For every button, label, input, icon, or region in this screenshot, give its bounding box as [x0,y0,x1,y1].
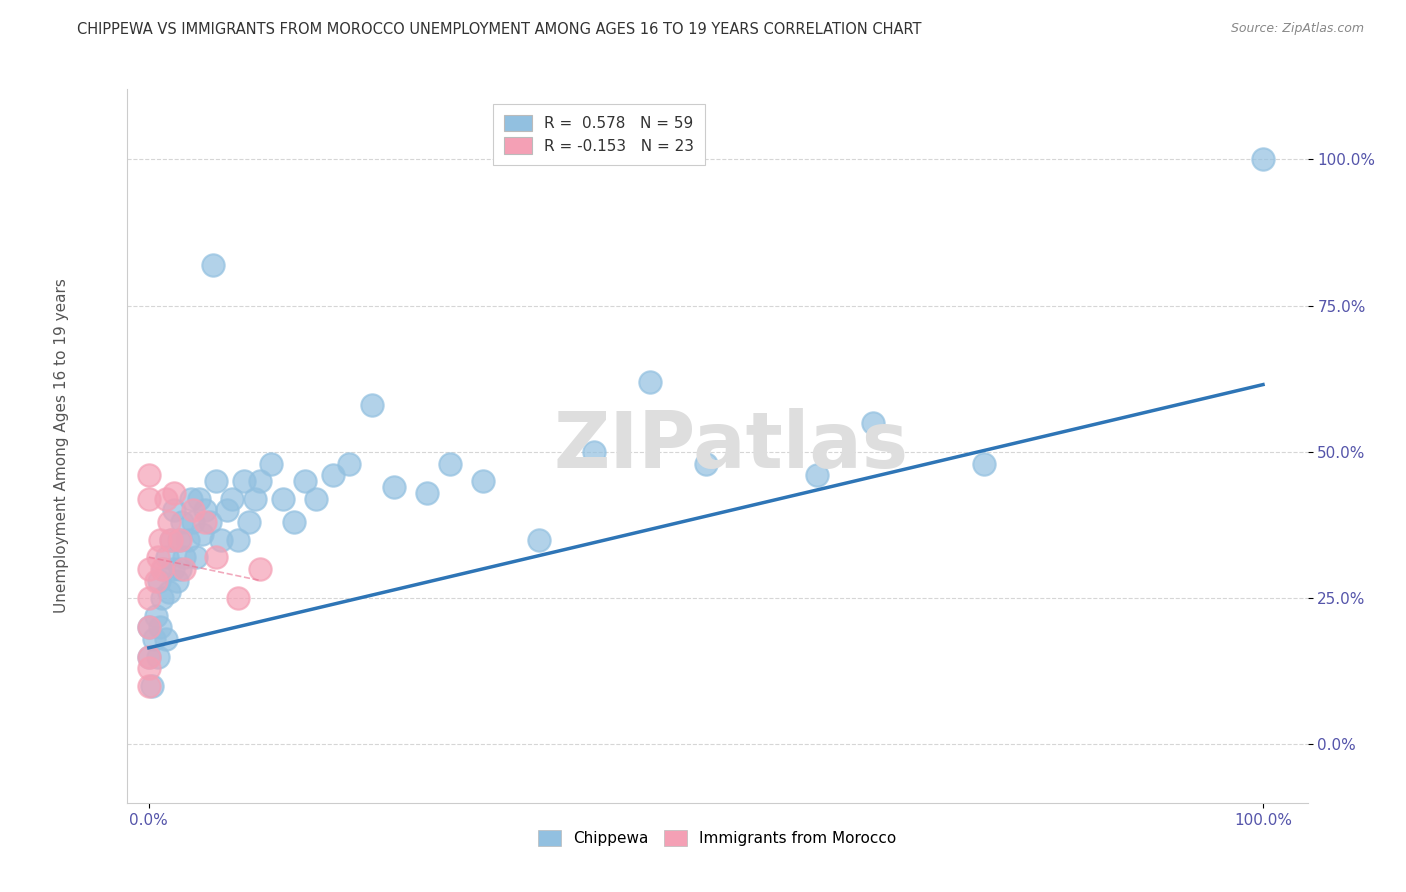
Point [226,591,249,605]
Point [150,562,173,576]
Point [163,503,186,517]
Point [167,533,190,547]
Text: Source: ZipAtlas.com: Source: ZipAtlas.com [1230,22,1364,36]
Point [138,679,160,693]
Point [138,649,160,664]
Point [138,661,160,675]
Point [149,533,172,547]
Point [169,562,191,576]
Point [156,550,179,565]
Point [191,526,214,541]
Point [145,608,167,623]
Point [138,468,160,483]
Point [184,550,207,565]
Point [183,515,205,529]
Point [146,649,169,664]
Point [157,515,180,529]
Point [1251,153,1274,167]
Point [382,480,405,494]
Point [238,515,260,529]
Point [249,562,271,576]
Point [155,632,177,646]
Point [226,533,249,547]
Point [322,468,344,483]
Point [138,620,160,634]
Point [160,533,183,547]
Point [193,503,215,517]
Point [177,533,200,547]
Point [695,457,717,471]
Point [416,485,439,500]
Point [166,574,188,588]
Point [360,398,382,412]
Point [155,491,177,506]
Point [527,533,550,547]
Point [148,574,170,588]
Point [138,562,160,576]
Point [173,550,195,565]
Point [146,550,169,565]
Text: Unemployment Among Ages 16 to 19 years: Unemployment Among Ages 16 to 19 years [53,278,69,614]
Point [138,591,160,605]
Point [583,445,606,459]
Point [337,457,360,471]
Point [143,632,166,646]
Point [260,457,283,471]
Point [283,515,305,529]
Point [138,491,160,506]
Point [149,620,172,634]
Point [172,515,194,529]
Point [204,474,226,488]
Point [173,562,195,576]
Point [163,485,186,500]
Point [249,474,271,488]
Point [209,533,232,547]
Point [638,375,661,389]
Point [188,491,211,506]
Point [152,562,174,576]
Point [162,562,184,576]
Point [271,491,294,506]
Point [160,533,183,547]
Point [198,515,221,529]
Point [202,258,225,272]
Point [294,474,316,488]
Point [243,491,266,506]
Point [169,533,191,547]
Point [862,416,884,430]
Point [141,679,163,693]
Point [157,585,180,599]
Point [138,620,160,634]
Point [221,491,243,506]
Point [973,457,995,471]
Point [232,474,254,488]
Point [183,503,205,517]
Point [180,491,202,506]
Text: ZIPatlas: ZIPatlas [554,408,908,484]
Point [204,550,226,565]
Point [150,591,173,605]
Point [193,515,215,529]
Point [145,574,167,588]
Point [472,474,495,488]
Point [439,457,461,471]
Point [806,468,828,483]
Legend: Chippewa, Immigrants from Morocco: Chippewa, Immigrants from Morocco [531,824,903,852]
Point [305,491,328,506]
Point [215,503,238,517]
Text: CHIPPEWA VS IMMIGRANTS FROM MOROCCO UNEMPLOYMENT AMONG AGES 16 TO 19 YEARS CORRE: CHIPPEWA VS IMMIGRANTS FROM MOROCCO UNEM… [77,22,922,37]
Point [138,649,160,664]
